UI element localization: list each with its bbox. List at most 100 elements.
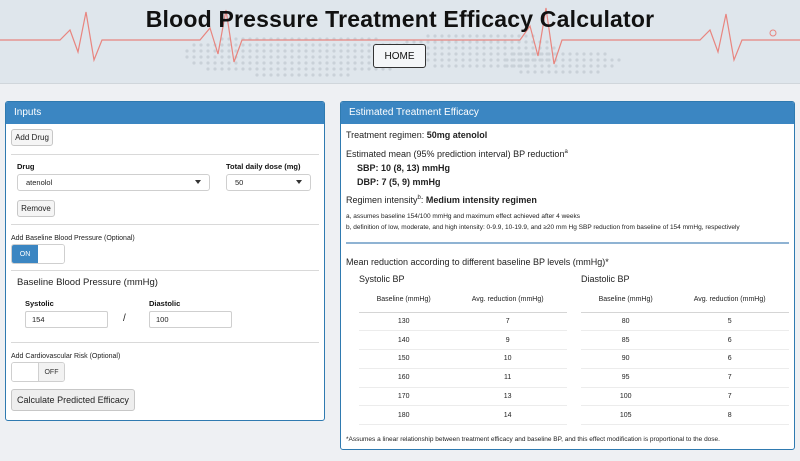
baseline-toggle-label: Add Baseline Blood Pressure (Optional) bbox=[11, 235, 135, 242]
baseline-cell: 170 bbox=[359, 387, 449, 407]
baseline-cell: 160 bbox=[359, 368, 449, 388]
reduction-cell: 8 bbox=[670, 405, 789, 426]
divider bbox=[11, 342, 319, 343]
table-row: 85 6 bbox=[581, 330, 789, 351]
baseline-toggle-on: ON bbox=[12, 245, 38, 263]
page-header: Blood Pressure Treatment Efficacy Calcul… bbox=[0, 0, 800, 84]
baseline-cell: 80 bbox=[581, 312, 671, 332]
baseline-cell: 150 bbox=[359, 349, 449, 369]
drug-label: Drug bbox=[17, 162, 35, 171]
divider bbox=[11, 224, 319, 225]
reduction-cell: 6 bbox=[670, 349, 789, 369]
diastolic-table: Baseline (mmHg) Avg. reduction (mmHg) 80… bbox=[581, 288, 789, 426]
divider bbox=[11, 270, 319, 271]
baseline-cell: 85 bbox=[581, 330, 671, 351]
footnote-marker: b bbox=[417, 195, 421, 201]
table-row: 100 7 bbox=[581, 387, 789, 407]
footnote-a: a, assumes baseline 154/100 mmHg and max… bbox=[346, 213, 580, 220]
regimen-intensity: Regimen intensityb: Medium intensity reg… bbox=[346, 195, 537, 205]
dose-label: Total daily dose (mg) bbox=[226, 162, 301, 171]
reduction-cell: 11 bbox=[448, 368, 567, 388]
cv-risk-toggle[interactable]: OFF bbox=[11, 362, 65, 382]
baseline-cell: 95 bbox=[581, 368, 671, 388]
efficacy-panel: Estimated Treatment Efficacy Treatment r… bbox=[340, 101, 795, 450]
sbp-result: SBP: 10 (8, 13) mmHg bbox=[357, 163, 451, 173]
drug-select-value: atenolol bbox=[26, 178, 53, 187]
assumption-note: *Assumes a linear relationship between t… bbox=[346, 436, 720, 443]
reduction-cell: 7 bbox=[670, 368, 789, 388]
reduction-cell: 5 bbox=[670, 312, 789, 332]
diastolic-label: Diastolic bbox=[149, 299, 181, 308]
table-row: 95 7 bbox=[581, 368, 789, 388]
estimated-reduction-label: Estimated mean (95% prediction interval)… bbox=[346, 149, 568, 159]
systolic-input[interactable]: 154 bbox=[25, 311, 108, 328]
home-button[interactable]: HOME bbox=[373, 44, 426, 68]
reduction-cell: 9 bbox=[448, 330, 567, 351]
baseline-cell: 100 bbox=[581, 387, 671, 407]
table-header-row: Baseline (mmHg) Avg. reduction (mmHg) bbox=[359, 288, 567, 313]
systolic-table: Baseline (mmHg) Avg. reduction (mmHg) 13… bbox=[359, 288, 567, 426]
footnote-b: b, definition of low, moderate, and high… bbox=[346, 224, 740, 231]
regimen-prefix: Treatment regimen: bbox=[346, 130, 427, 140]
divider bbox=[11, 154, 319, 155]
reduction-cell: 7 bbox=[670, 387, 789, 407]
page-title: Blood Pressure Treatment Efficacy Calcul… bbox=[145, 6, 655, 32]
table-row: 140 9 bbox=[359, 330, 567, 351]
cv-risk-toggle-label: Add Cardiovascular Risk (Optional) bbox=[11, 353, 121, 360]
regimen-value: 50mg atenolol bbox=[426, 130, 488, 140]
table-row: 150 10 bbox=[359, 349, 567, 369]
reduction-cell: 6 bbox=[670, 330, 789, 351]
mean-reduction-heading: Mean reduction according to different ba… bbox=[346, 257, 609, 267]
chevron-down-icon bbox=[195, 180, 201, 184]
efficacy-panel-title: Estimated Treatment Efficacy bbox=[341, 102, 794, 124]
remove-drug-button[interactable]: Remove bbox=[17, 200, 55, 217]
add-drug-button[interactable]: Add Drug bbox=[11, 129, 53, 146]
footnote-marker: a bbox=[564, 149, 568, 155]
toggle-handle bbox=[12, 363, 38, 381]
inputs-panel: Inputs Add Drug Drug Total daily dose (m… bbox=[5, 101, 325, 421]
reduction-cell: 14 bbox=[448, 405, 567, 426]
reduction-cell: 10 bbox=[448, 349, 567, 369]
dose-select[interactable]: 50 bbox=[226, 174, 311, 191]
baseline-cell: 105 bbox=[581, 405, 671, 426]
regimen-line: Treatment regimen: 50mg atenolol bbox=[346, 130, 487, 140]
calculate-button[interactable]: Calculate Predicted Efficacy bbox=[11, 389, 135, 411]
table-row: 105 8 bbox=[581, 405, 789, 426]
col-reduction: Avg. reduction (mmHg) bbox=[670, 288, 789, 313]
intensity-prefix: Regimen intensity bbox=[346, 195, 418, 205]
table-row: 180 14 bbox=[359, 405, 567, 426]
table-row: 80 5 bbox=[581, 312, 789, 332]
dose-select-value: 50 bbox=[235, 178, 244, 187]
baseline-cell: 140 bbox=[359, 330, 449, 351]
reduction-cell: 7 bbox=[448, 312, 567, 332]
chevron-down-icon bbox=[296, 180, 302, 184]
estimated-reduction-text: Estimated mean (95% prediction interval)… bbox=[346, 149, 565, 159]
section-divider bbox=[346, 242, 789, 244]
baseline-toggle[interactable]: ON bbox=[11, 244, 65, 264]
diastolic-table-heading: Diastolic BP bbox=[581, 274, 630, 284]
systolic-label: Systolic bbox=[25, 299, 54, 308]
table-row: 170 13 bbox=[359, 387, 567, 407]
diastolic-input[interactable]: 100 bbox=[149, 311, 232, 328]
baseline-cell: 90 bbox=[581, 349, 671, 369]
reduction-cell: 13 bbox=[448, 387, 567, 407]
systolic-table-heading: Systolic BP bbox=[359, 274, 405, 284]
cv-risk-toggle-off: OFF bbox=[37, 363, 64, 381]
table-row: 130 7 bbox=[359, 312, 567, 332]
col-reduction: Avg. reduction (mmHg) bbox=[448, 288, 567, 313]
intensity-value: Medium intensity regimen bbox=[425, 195, 537, 205]
table-row: 90 6 bbox=[581, 349, 789, 369]
dbp-result: DBP: 7 (5, 9) mmHg bbox=[357, 177, 441, 187]
table-row: 160 11 bbox=[359, 368, 567, 388]
bp-separator: / bbox=[123, 313, 126, 324]
intensity-colon: : bbox=[420, 195, 426, 205]
table-header-row: Baseline (mmHg) Avg. reduction (mmHg) bbox=[581, 288, 789, 313]
toggle-handle bbox=[38, 245, 64, 263]
inputs-panel-title: Inputs bbox=[6, 102, 324, 124]
baseline-heading: Baseline Blood Pressure (mmHg) bbox=[17, 277, 158, 288]
drug-select[interactable]: atenolol bbox=[17, 174, 210, 191]
col-baseline: Baseline (mmHg) bbox=[581, 288, 671, 313]
baseline-cell: 180 bbox=[359, 405, 449, 426]
baseline-cell: 130 bbox=[359, 312, 449, 332]
col-baseline: Baseline (mmHg) bbox=[359, 288, 449, 313]
